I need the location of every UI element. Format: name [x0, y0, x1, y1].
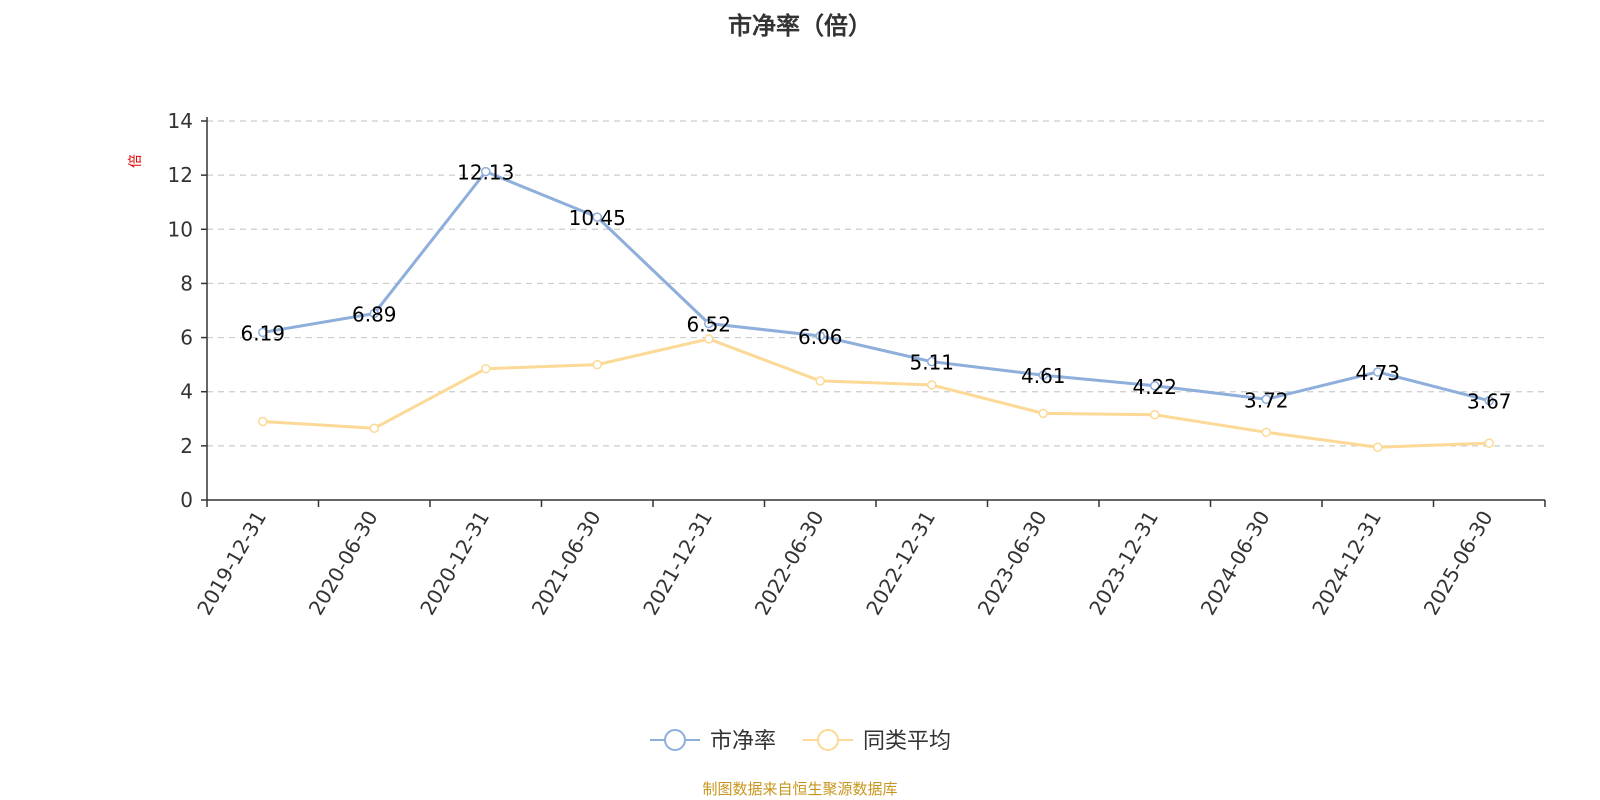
x-tick-label: 2019-12-31	[192, 507, 271, 620]
grid-lines	[207, 120, 1545, 447]
y-tick-label: 4	[180, 380, 193, 404]
data-label: 4.73	[1355, 361, 1400, 385]
chart-title: 市净率（倍）	[728, 12, 872, 40]
data-point	[1150, 381, 1160, 391]
data-point	[1484, 395, 1494, 406]
data-point	[1484, 438, 1494, 448]
x-tick-label: 2024-06-30	[1196, 507, 1275, 620]
data-point	[815, 376, 825, 386]
data-label: 6.19	[240, 321, 285, 345]
x-tick-label: 2023-12-31	[1084, 507, 1163, 620]
x-tick-label: 2022-12-31	[861, 507, 940, 620]
data-point	[704, 318, 714, 329]
data-point	[704, 334, 714, 344]
series-line-0	[262, 170, 1490, 403]
data-label: 6.52	[686, 312, 731, 336]
data-point	[369, 308, 379, 319]
y-tick-label: 6	[180, 326, 193, 350]
legend-label: 市净率	[710, 729, 776, 754]
x-tick-label: 2023-06-30	[973, 507, 1052, 620]
data-point	[1373, 367, 1383, 377]
data-point	[1150, 409, 1160, 420]
data-point	[927, 380, 937, 390]
legend-item-1[interactable]: 同类平均	[803, 729, 951, 754]
y-tick-label: 2	[180, 434, 193, 458]
data-point	[481, 363, 491, 374]
series-lines	[258, 166, 1494, 452]
x-tick-label: 2020-12-31	[415, 507, 494, 620]
data-label: 3.72	[1244, 388, 1289, 412]
legend-label: 同类平均	[863, 729, 951, 754]
x-tick-label: 2021-12-31	[638, 507, 717, 620]
data-point	[592, 212, 602, 222]
data-label: 4.61	[1021, 364, 1066, 388]
data-point	[481, 166, 491, 177]
data-point	[1261, 427, 1271, 438]
legend-circle-icon	[664, 729, 686, 751]
y-tick-label: 12	[168, 163, 193, 187]
data-labels: 6.19 6.89 12.13 10.45 6.52 6.06 5.11 4.61 4.22 3.…	[240, 161, 1511, 414]
x-tick-label: 2022-06-30	[750, 507, 829, 620]
data-point	[1038, 370, 1048, 380]
data-label: 6.06	[798, 325, 843, 349]
x-tick-label: 2024-12-31	[1307, 507, 1386, 620]
y-tick-label: 14	[168, 109, 193, 133]
data-label: 3.67	[1467, 390, 1512, 414]
data-point	[927, 356, 937, 367]
y-tick-label: 8	[180, 271, 193, 295]
y-tick-label: 0	[180, 488, 193, 512]
data-point	[1038, 408, 1048, 419]
data-point	[258, 416, 268, 427]
data-point	[1261, 394, 1271, 405]
x-tick-label: 2025-06-30	[1419, 507, 1498, 620]
data-label: 4.22	[1132, 375, 1177, 399]
y-tick-label: 10	[168, 217, 193, 241]
data-point	[258, 327, 268, 338]
data-label: 5.11	[909, 351, 954, 375]
legend[interactable]: 市净率 同类平均	[650, 729, 951, 754]
x-tick-label: 2021-06-30	[527, 507, 606, 620]
legend-item-0[interactable]: 市净率	[650, 729, 776, 754]
axes: 0 2 4 6 8 10 12 14 倍 2019-12-31 2020-06-30 2020-12-…	[128, 109, 1546, 620]
data-label: 10.45	[569, 206, 626, 230]
data-point	[592, 359, 602, 370]
series-line-1	[262, 337, 1490, 449]
y-axis-unit-label: 倍	[128, 154, 144, 168]
data-point	[369, 423, 379, 434]
legend-circle-icon	[817, 729, 839, 751]
data-label: 12.13	[457, 161, 514, 185]
data-label: 6.89	[352, 302, 397, 326]
x-tick-label: 2020-06-30	[304, 507, 383, 620]
data-point	[1373, 442, 1383, 452]
data-source-note: 制图数据来自恒生聚源数据库	[702, 780, 898, 798]
data-point	[815, 331, 825, 341]
